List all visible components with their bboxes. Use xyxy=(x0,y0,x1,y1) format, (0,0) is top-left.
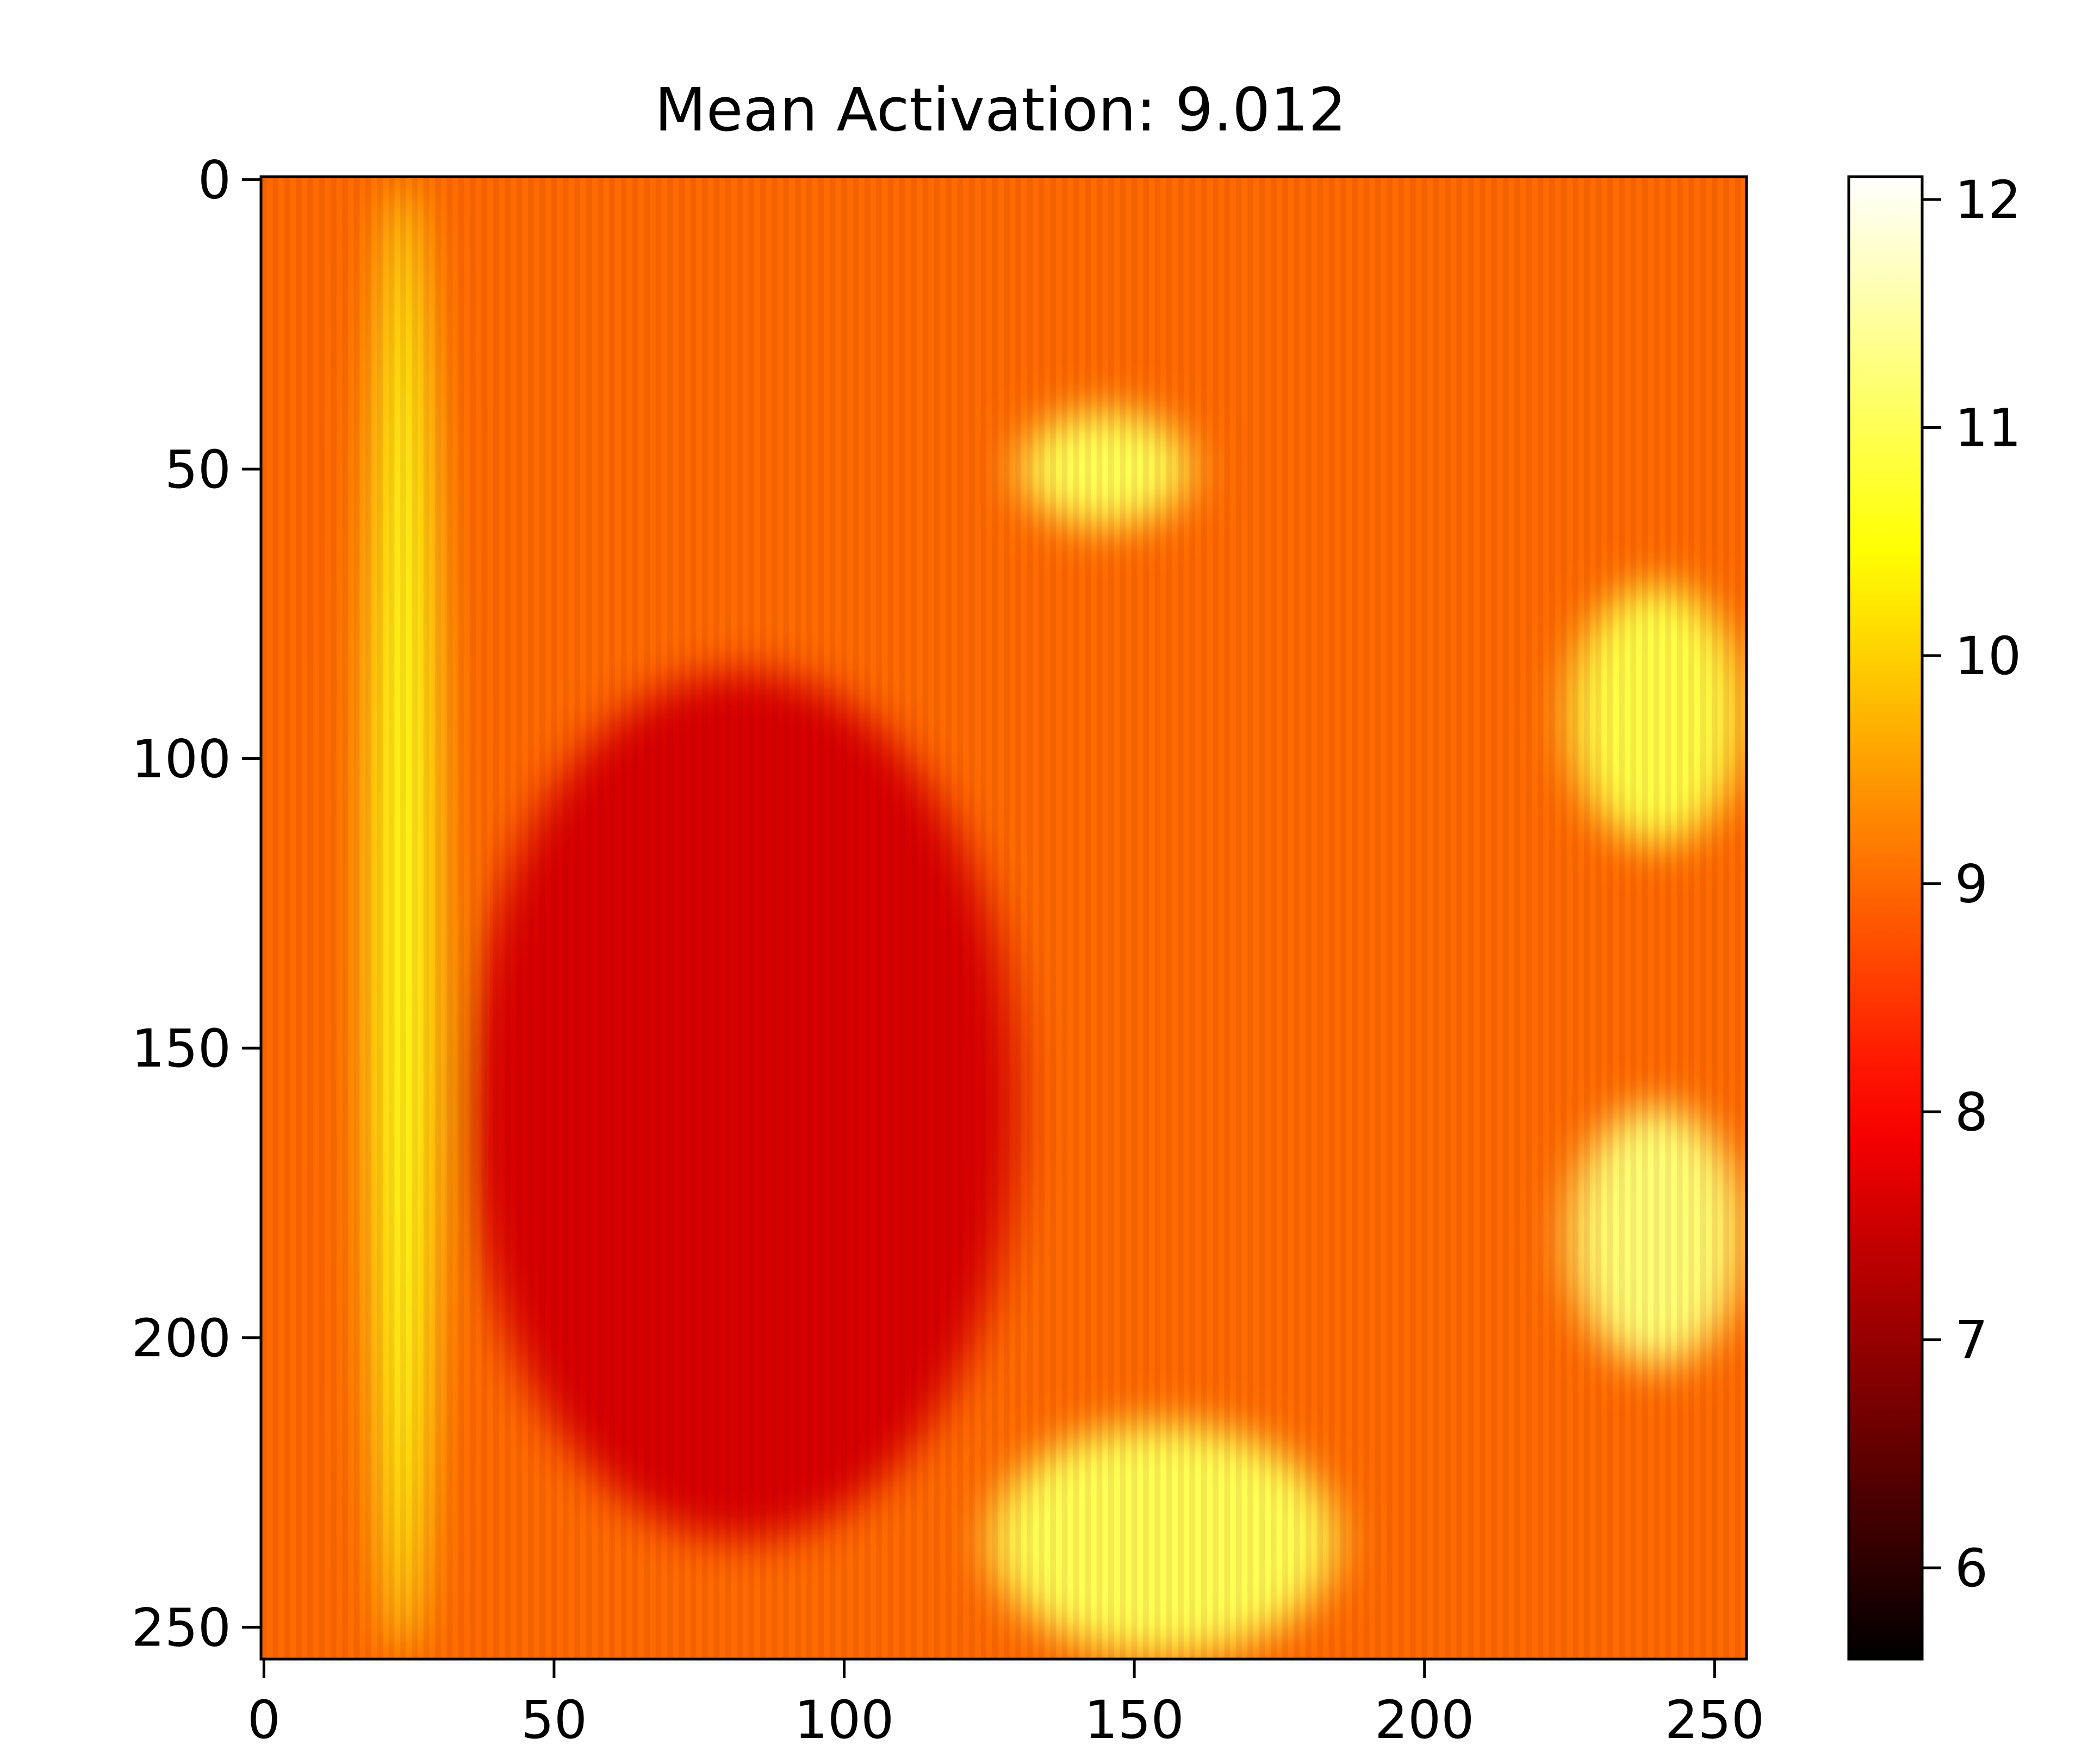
colorbar-tick-label: 8 xyxy=(1955,1082,1988,1143)
y-tick-label: 200 xyxy=(132,1308,231,1369)
colorbar-tick-label: 7 xyxy=(1955,1310,1988,1371)
axes-frame xyxy=(259,175,1748,1661)
x-tick-label: 150 xyxy=(1085,1690,1184,1750)
x-tick-label: 50 xyxy=(521,1690,587,1750)
heatmap-region xyxy=(368,179,438,1656)
heatmap-regions xyxy=(368,179,1744,1656)
y-tick-label: 50 xyxy=(165,439,231,500)
colorbar-tick-label: 11 xyxy=(1955,397,2021,458)
y-tick-label: 150 xyxy=(132,1018,231,1079)
colorbar-axis: 6 7 8 9 10 11 12 xyxy=(1922,170,2021,1599)
colorbar-tick-label: 10 xyxy=(1955,626,2021,687)
heatmap-region xyxy=(1569,1106,1744,1367)
chart-title: Mean Activation: 9.012 xyxy=(655,75,1346,145)
heatmap-region xyxy=(467,671,1018,1541)
heatmap-texture xyxy=(261,177,1741,1659)
colorbar xyxy=(1847,175,1924,1661)
x-tick-label: 200 xyxy=(1375,1690,1474,1750)
y-axis: 0 50 100 150 200 250 xyxy=(132,149,261,1658)
heatmap-region xyxy=(1569,584,1744,846)
y-tick-label: 0 xyxy=(198,149,231,210)
x-tick-label: 250 xyxy=(1665,1690,1764,1750)
colorbar-tick-label: 9 xyxy=(1955,854,1988,915)
x-tick-label: 100 xyxy=(794,1690,894,1750)
x-axis: 0 50 100 150 200 250 xyxy=(247,1659,1764,1750)
heatmap-image xyxy=(261,177,1747,1659)
heatmap-region xyxy=(989,1424,1338,1656)
x-tick-label: 0 xyxy=(247,1690,281,1750)
colorbar-tick-label: 12 xyxy=(1955,170,2021,230)
y-tick-label: 250 xyxy=(132,1597,231,1658)
heatmap-region xyxy=(1018,411,1192,527)
colorbar-tick-label: 6 xyxy=(1955,1538,1988,1599)
y-tick-label: 100 xyxy=(132,729,231,790)
